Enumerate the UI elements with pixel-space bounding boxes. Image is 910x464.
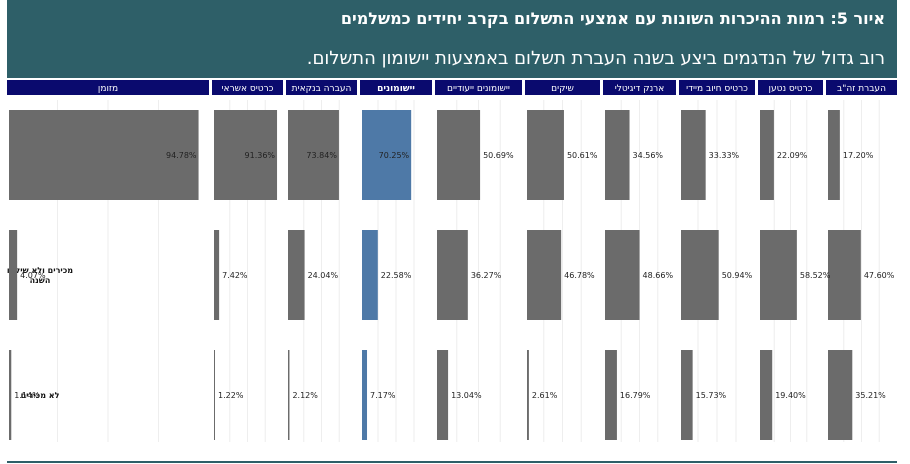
bar: [362, 110, 412, 200]
footer-divider: [7, 461, 897, 463]
column-header-bg: [525, 80, 600, 95]
bar: [760, 230, 797, 320]
bar: [437, 230, 468, 320]
bar: [828, 350, 853, 440]
data-label: 35.21%: [855, 391, 886, 400]
column-header-label: יישומונים ייעודיים: [447, 84, 510, 94]
bar: [681, 230, 719, 320]
data-label: 47.60%: [864, 271, 895, 280]
data-label: 46.78%: [564, 271, 595, 280]
data-label: 94.78%: [166, 151, 197, 160]
bar: [527, 230, 562, 320]
bar: [760, 350, 773, 440]
data-label: 15.73%: [696, 391, 727, 400]
data-label: 73.84%: [306, 151, 337, 160]
row-label-line: השנה: [30, 276, 51, 285]
chart-header: איור 5: רמות ההיכרות השונות עם אמצעי התש…: [7, 0, 897, 78]
bar: [681, 110, 706, 200]
column-header-bg: [435, 80, 522, 95]
data-label: 33.33%: [709, 151, 740, 160]
data-label: 36.27%: [471, 271, 502, 280]
column-header-label: כרטיס נטען: [769, 84, 813, 94]
chart-subtitle: רוב גדול של הנדגמים ביצע בשנה העברת תשלו…: [306, 48, 885, 69]
bar: [362, 350, 368, 440]
bar: [437, 350, 449, 440]
bar: [681, 350, 693, 440]
column-header-bg: [826, 80, 897, 95]
column-header-bg: [212, 80, 283, 95]
bar: [828, 230, 861, 320]
data-label: 50.94%: [722, 271, 753, 280]
data-label: 50.69%: [483, 151, 514, 160]
row-label-line: לא מכירים: [21, 391, 60, 400]
bar: [9, 230, 18, 320]
bar: [760, 110, 774, 200]
data-label: 22.09%: [777, 151, 808, 160]
bar: [605, 110, 630, 200]
bar: [362, 230, 378, 320]
column-header-bg: [286, 80, 357, 95]
column-header-bg: [679, 80, 755, 95]
data-label: 2.61%: [532, 391, 558, 400]
bar: [605, 230, 640, 320]
data-label: 1.22%: [218, 391, 244, 400]
data-label: 13.04%: [451, 391, 482, 400]
bar: [214, 350, 215, 440]
data-label: 58.52%: [800, 271, 831, 280]
data-label: 48.66%: [643, 271, 674, 280]
column-header-label: כרטיס חיוב מיידי: [686, 84, 748, 94]
bar: [214, 230, 220, 320]
data-label: 70.25%: [379, 151, 410, 160]
bar: [214, 110, 278, 200]
data-label: 24.04%: [308, 271, 339, 280]
bar: [527, 110, 564, 200]
column-header-label: שיקים: [551, 84, 574, 94]
column-header-bg: [758, 80, 823, 95]
data-label: 16.79%: [620, 391, 651, 400]
row-label-line: מכירים ולא שילמו: [7, 266, 73, 275]
column-header-bg: [603, 80, 676, 95]
column-header-bg: [7, 80, 209, 95]
data-label: 19.40%: [775, 391, 806, 400]
bar: [288, 110, 339, 200]
bar: [605, 350, 617, 440]
column-header-label: יישומונים: [377, 84, 415, 94]
data-label: 91.36%: [245, 151, 276, 160]
column-header-label: העברת זה"ב: [837, 84, 886, 94]
data-label: 7.42%: [222, 271, 248, 280]
data-label: 22.58%: [381, 271, 412, 280]
column-header-label: כרטיס אשראי: [222, 84, 274, 94]
bar: [288, 230, 305, 320]
bar: [9, 350, 12, 440]
data-label: 34.56%: [633, 151, 664, 160]
data-label: 7.17%: [370, 391, 396, 400]
data-label: 50.61%: [567, 151, 598, 160]
column-header-bg: [360, 80, 432, 95]
column-header-label: ארנק דיגיטלי: [615, 84, 665, 94]
row-label: לא מכירים: [21, 391, 60, 400]
column-header-label: מזומן: [98, 84, 118, 94]
bar: [288, 350, 290, 440]
data-label: 17.20%: [843, 151, 874, 160]
data-label: 1.14%: [14, 391, 40, 400]
bar: [9, 110, 199, 200]
column-header-label: העברה בנקאית: [292, 84, 352, 94]
data-label: 2.12%: [292, 391, 318, 400]
bar: [527, 350, 529, 440]
bar: [828, 110, 840, 200]
bar: [437, 110, 481, 200]
data-label: 4.07%: [20, 271, 46, 280]
chart-title: איור 5: רמות ההיכרות השונות עם אמצעי התש…: [340, 9, 885, 28]
row-label: מכירים ולא שילמו השנה: [7, 266, 73, 285]
